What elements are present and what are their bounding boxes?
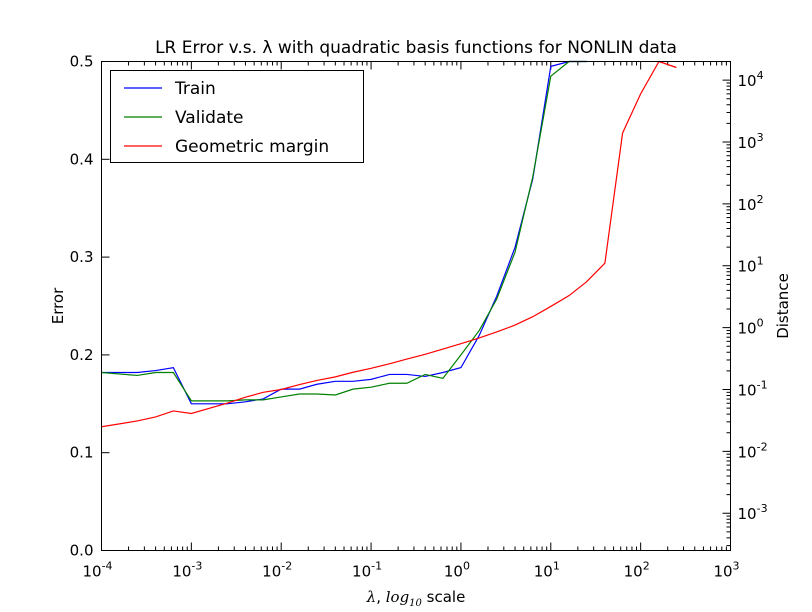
x-tick-label: 102 xyxy=(624,560,650,581)
right-y-axis-label: Distance xyxy=(774,273,792,339)
x-tick-label: 103 xyxy=(713,560,739,581)
series-line-validate xyxy=(101,60,587,402)
series-line-geometric-margin xyxy=(101,60,677,428)
x-tick-label: 10-4 xyxy=(82,560,112,581)
left-tick-label: 0.1 xyxy=(70,444,94,462)
legend-label: Geometric margin xyxy=(175,137,329,157)
x-axis: 10-4 10-3 10-2 10-1 100 101 102 103 xyxy=(82,61,740,581)
x-tick-label: 10-1 xyxy=(352,560,382,581)
x-tick-label: 10-2 xyxy=(262,560,292,581)
legend: Train Validate Geometric margin xyxy=(110,70,364,163)
left-tick-label: 0.0 xyxy=(70,542,94,560)
x-axis-label: λ, log10 scale xyxy=(366,588,466,609)
series-lines xyxy=(101,60,677,428)
right-tick-label: 10-2 xyxy=(738,440,768,461)
left-y-axis-label: Error xyxy=(49,287,67,324)
right-tick-label: 10-3 xyxy=(738,502,768,523)
plot-frame xyxy=(101,61,731,551)
legend-label: Validate xyxy=(175,108,244,128)
x-tick-label: 101 xyxy=(534,560,560,581)
left-tick-label: 0.2 xyxy=(70,346,94,364)
right-y-axis: 10-3 10-2 10-1 100 101 102 103 104 xyxy=(722,61,768,547)
left-tick-label: 0.4 xyxy=(70,150,94,168)
right-tick-label: 103 xyxy=(738,131,764,152)
series-line-train xyxy=(101,60,587,405)
chart-title: LR Error v.s. λ with quadratic basis fun… xyxy=(155,38,677,58)
right-tick-label: 10-1 xyxy=(738,378,768,399)
x-tick-label: 100 xyxy=(444,560,470,581)
x-tick-label: 10-3 xyxy=(172,560,202,581)
right-tick-label: 100 xyxy=(738,317,764,338)
left-y-axis: 0.0 0.1 0.2 0.3 0.4 0.5 xyxy=(70,53,110,560)
right-tick-label: 104 xyxy=(738,69,764,90)
left-tick-label: 0.3 xyxy=(70,248,94,266)
legend-label: Train xyxy=(174,79,216,99)
right-tick-label: 102 xyxy=(738,193,764,214)
right-tick-label: 101 xyxy=(738,255,764,276)
left-tick-label: 0.5 xyxy=(70,53,94,71)
